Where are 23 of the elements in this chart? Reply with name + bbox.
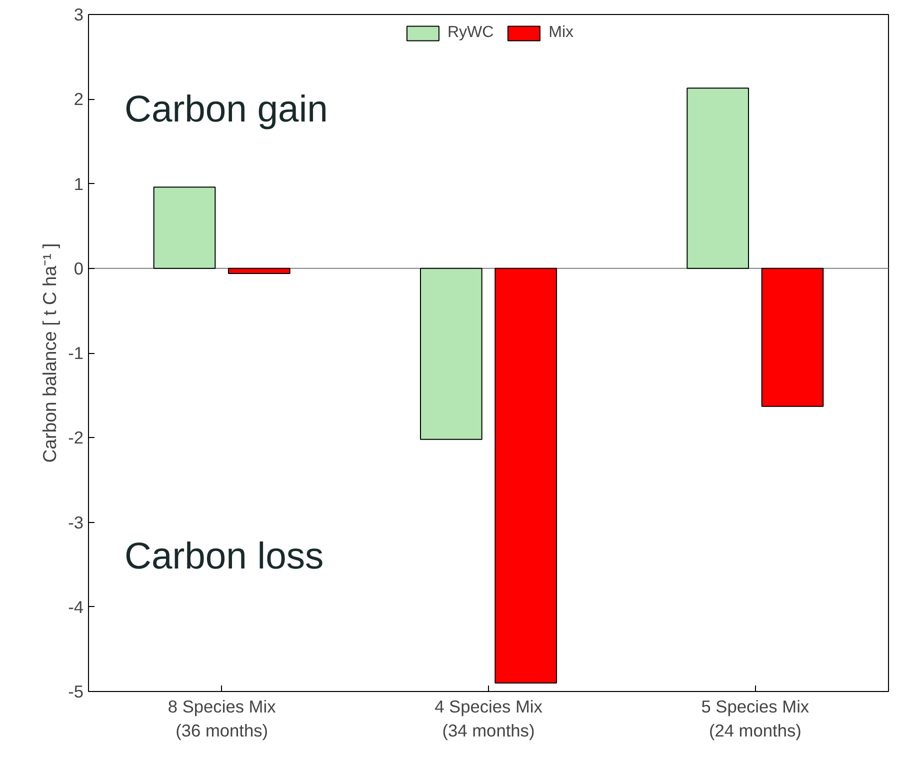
y-tick-label: 0 (74, 258, 84, 278)
bar (686, 88, 749, 269)
bar (761, 268, 824, 407)
x-tick-label: 8 Species Mix (36 months) (168, 696, 276, 740)
x-tick-label: 4 Species Mix (34 months) (434, 696, 543, 740)
y-tick-label: -1 (68, 343, 84, 363)
bar (228, 268, 290, 274)
y-tick-label: -4 (68, 596, 84, 617)
bar (153, 186, 216, 269)
legend-label: Mix (548, 24, 574, 42)
x-tick-label: 5 Species Mix (24 months) (701, 696, 810, 740)
y-tick-label: 3 (74, 4, 84, 24)
y-tick-label: 1 (74, 174, 84, 194)
annotation: Carbon loss (124, 534, 324, 576)
y-tick-label: 2 (74, 89, 84, 110)
y-tick-label: -5 (68, 682, 84, 702)
y-tick-label: -3 (68, 512, 84, 532)
annotation: Carbon gain (124, 88, 328, 130)
y-axis-title: Carbon balance [ t C ha⁻¹ ] (39, 243, 60, 463)
bar (494, 268, 557, 684)
y-tick-label: -2 (68, 428, 84, 448)
bar (420, 268, 482, 440)
legend-label: RyWC (447, 24, 494, 42)
